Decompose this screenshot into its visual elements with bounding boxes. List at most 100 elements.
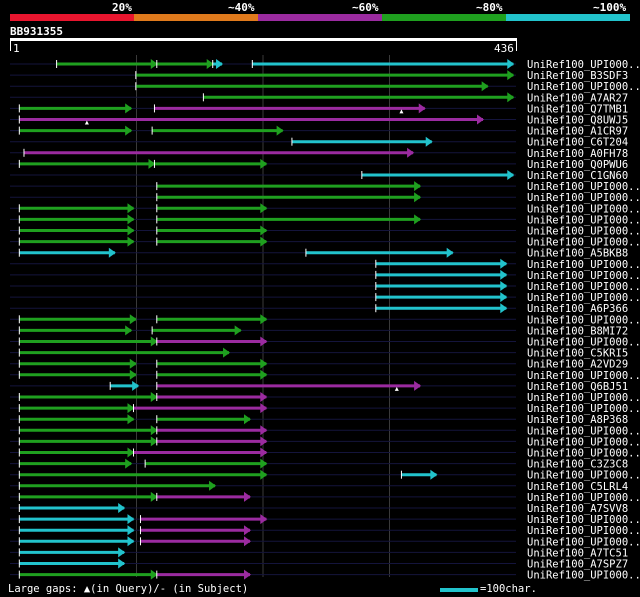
- hit-label: UniRef100_UPI000..: [527, 181, 640, 193]
- segment-arrow: [476, 114, 484, 125]
- segment-arrow: [127, 414, 135, 425]
- segment-arrow: [260, 225, 268, 236]
- segment-arrow: [150, 569, 158, 580]
- segment-arrow: [260, 314, 268, 325]
- segment-arrow: [414, 214, 422, 225]
- segment-arrow: [507, 59, 515, 69]
- hit-label: UniRef100_A5BKB8: [527, 248, 628, 260]
- query-id: BB931355: [10, 25, 63, 38]
- legend-label-40: ~40%: [228, 1, 255, 14]
- segment-arrow: [206, 59, 214, 69]
- segment-arrow: [216, 59, 224, 69]
- segment-arrow: [243, 536, 251, 547]
- segment-arrow: [260, 203, 268, 214]
- hit-label: UniRef100_UPI000..: [527, 214, 640, 226]
- hit-label: UniRef100_UPI000..: [527, 270, 640, 282]
- legend-label-20: 20%: [112, 1, 132, 14]
- segment-arrow: [243, 491, 251, 502]
- segment-arrow: [407, 147, 415, 158]
- segment-arrow: [118, 547, 126, 558]
- segment-arrow: [418, 103, 426, 114]
- hit-label: UniRef100_UPI000..: [527, 492, 640, 504]
- hit-label: UniRef100_A8P368: [527, 414, 628, 426]
- hit-label: UniRef100_UPI000..: [527, 525, 640, 537]
- segment-arrow: [125, 103, 133, 114]
- legend-bar-20: [10, 14, 134, 21]
- hit-label: UniRef100_UPI000..: [527, 192, 640, 204]
- hit-label: UniRef100_A7SVV8: [527, 503, 628, 515]
- segment-arrow: [260, 358, 268, 369]
- hit-label: UniRef100_Q8UWJ5: [527, 115, 628, 127]
- hit-label: UniRef100_UPI000..: [527, 448, 640, 460]
- segment-arrow: [260, 392, 268, 402]
- segment-arrow: [500, 292, 508, 303]
- hit-label: UniRef100_UPI000..: [527, 259, 640, 271]
- segment-arrow: [430, 469, 438, 480]
- segment-arrow: [260, 336, 268, 347]
- hit-label: UniRef100_C6T204: [527, 137, 628, 149]
- segment-arrow: [260, 447, 268, 458]
- segment-arrow: [260, 158, 268, 169]
- segment-arrow: [127, 403, 135, 414]
- hit-label: UniRef100_UPI000..: [527, 337, 640, 349]
- segment-arrow: [127, 514, 135, 525]
- segment-arrow: [125, 458, 133, 469]
- ruler-end-label: 436: [494, 42, 514, 55]
- segment-arrow: [223, 347, 231, 358]
- segment-arrow: [414, 380, 422, 391]
- hit-label: UniRef100_C1GN60: [527, 170, 628, 182]
- segment-arrow: [129, 369, 137, 380]
- segment-arrow: [507, 70, 515, 81]
- segment-arrow: [150, 336, 158, 347]
- segment-arrow: [150, 425, 158, 436]
- legend-bar-40: [134, 14, 258, 21]
- segment-arrow: [260, 236, 268, 247]
- segment-arrow: [118, 558, 126, 569]
- hit-label: UniRef100_Q7TMB1: [527, 103, 628, 115]
- scale-text: =100char.: [480, 583, 537, 595]
- scale-bar: [440, 588, 478, 592]
- legend-label-60: ~60%: [352, 1, 379, 14]
- gaps-legend-text: Large gaps: ▲(in Query)/- (in Subject): [8, 583, 249, 595]
- hit-label: UniRef100_UPI000..: [527, 392, 640, 404]
- segment-arrow: [260, 425, 268, 436]
- segment-arrow: [148, 158, 156, 169]
- segment-arrow: [260, 436, 268, 447]
- segment-arrow: [127, 236, 135, 247]
- segment-arrow: [132, 380, 140, 391]
- segment-arrow: [500, 258, 508, 269]
- segment-arrow: [260, 458, 268, 469]
- legend-bar-100: [506, 14, 630, 21]
- segment-arrow: [127, 447, 135, 458]
- hit-label: UniRef100_UPI000..: [527, 292, 640, 304]
- segment-arrow: [127, 525, 135, 536]
- segment-arrow: [125, 125, 133, 136]
- hit-label: UniRef100_C5LRL4: [527, 481, 628, 493]
- hit-label: UniRef100_UPI000..: [527, 370, 640, 382]
- segment-arrow: [414, 181, 422, 192]
- segment-arrow: [260, 369, 268, 380]
- hit-label: UniRef100_C5KRI5: [527, 348, 628, 360]
- segment-arrow: [243, 525, 251, 536]
- segment-arrow: [260, 514, 268, 525]
- hit-label: UniRef100_B3SDF3: [527, 70, 628, 82]
- hit-label: UniRef100_UPI000..: [527, 425, 640, 437]
- hit-label: UniRef100_UPI000..: [527, 81, 640, 93]
- hit-label: UniRef100_UPI000..: [527, 59, 640, 71]
- segment-arrow: [243, 414, 251, 425]
- segment-arrow: [500, 281, 508, 291]
- hit-label: UniRef100_UPI000..: [527, 226, 640, 238]
- ruler-start-label: 1: [13, 42, 20, 55]
- segment-arrow: [127, 225, 135, 236]
- query-gap-marker: [84, 120, 89, 125]
- legend-label-80: ~80%: [476, 1, 503, 14]
- segment-arrow: [150, 392, 158, 402]
- segment-arrow: [260, 403, 268, 414]
- hit-label: UniRef100_UPI000..: [527, 436, 640, 448]
- query-gap-marker: [394, 386, 399, 391]
- segment-arrow: [500, 269, 508, 280]
- query-gap-marker: [399, 109, 404, 114]
- hit-label: UniRef100_UPI000..: [527, 314, 640, 326]
- hit-label: UniRef100_A7TC51: [527, 547, 628, 559]
